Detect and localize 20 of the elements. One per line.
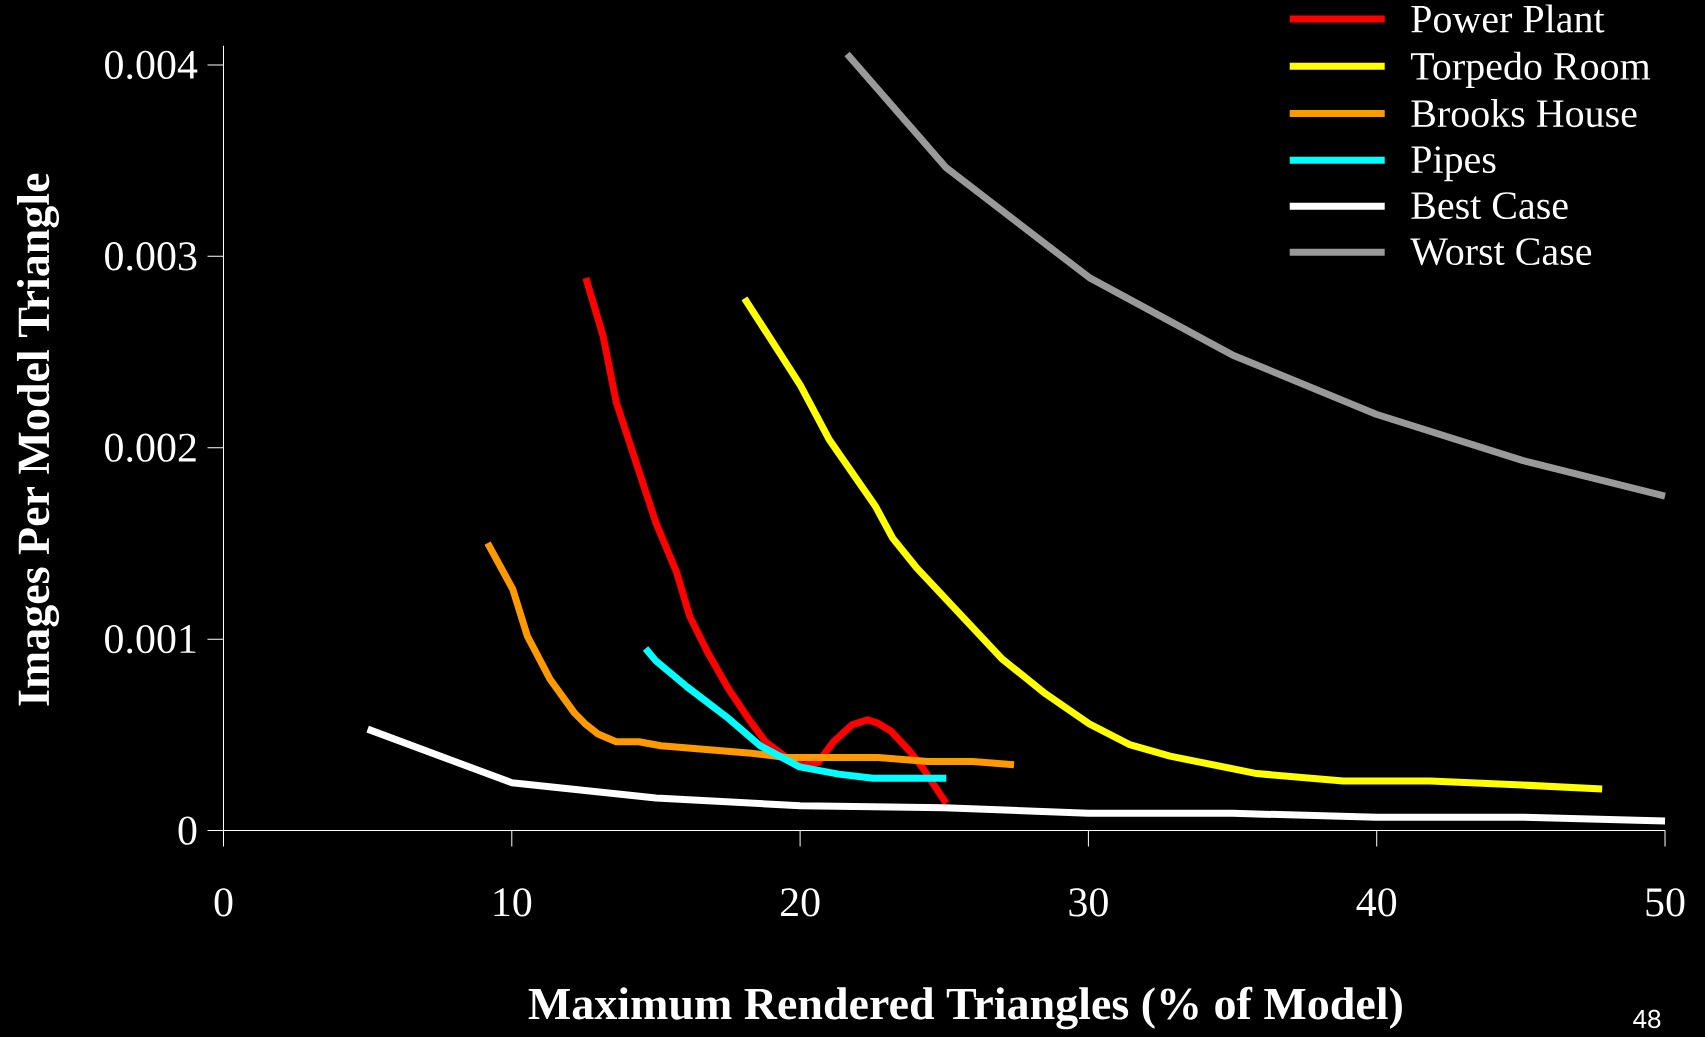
x-tick-label: 50 xyxy=(1646,888,1685,917)
x-axis-title: Maximum Rendered Triangles (% of Model) xyxy=(528,986,1402,1030)
y-tick-label: 0.002 xyxy=(105,433,196,463)
y-tick-label: 0.001 xyxy=(105,624,196,654)
legend-label: Torpedo Room xyxy=(1410,51,1651,89)
x-tick-label: 30 xyxy=(1069,888,1108,917)
y-axis-title: Images Per Model Triangle xyxy=(16,173,60,706)
text: 48 xyxy=(1633,1009,1661,1029)
y-tick-label: 0.003 xyxy=(105,242,197,271)
x-tick-label: 40 xyxy=(1356,888,1397,917)
legend-label: Pipes xyxy=(1411,146,1496,182)
legend-label: Worst Case xyxy=(1410,238,1592,266)
x-tick-label: 0 xyxy=(214,888,233,917)
legend-label: Power Plant xyxy=(1411,4,1605,33)
legend-label: Brooks House xyxy=(1411,99,1637,128)
x-tick-label: 20 xyxy=(780,888,820,917)
y-tick-label: 0 xyxy=(178,816,197,845)
y-tick-label: 0.004 xyxy=(105,50,198,80)
x-tick-label: 10 xyxy=(494,888,532,917)
legend-label: Best Case xyxy=(1411,192,1568,220)
